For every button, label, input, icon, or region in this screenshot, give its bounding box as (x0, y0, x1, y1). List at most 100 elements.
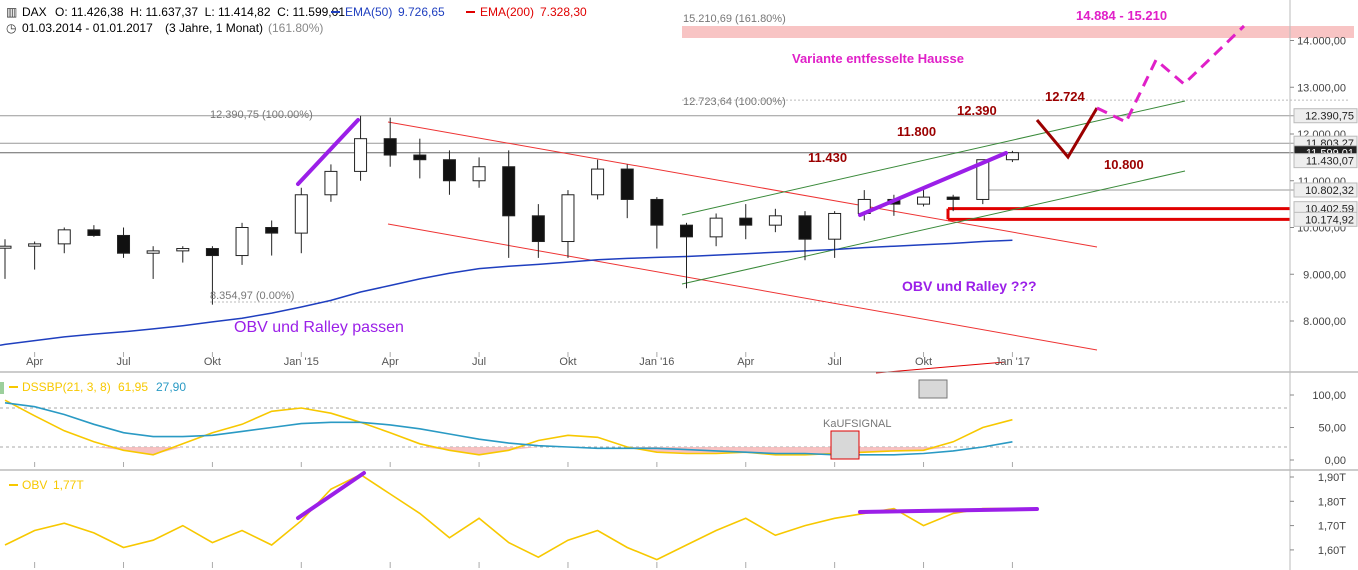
time-tick-label: Apr (26, 356, 43, 368)
price-tag-label: 12.390,75 (1305, 111, 1354, 123)
ema200-value: 7.328,30 (540, 5, 587, 19)
fib-target-zone (682, 26, 1354, 38)
dss-panel: 100,00 50,00 0,00 (0, 379, 1346, 467)
candle-body (739, 217, 753, 226)
candle-body (917, 196, 931, 205)
obv-panel: 1,90T 1,80T 1,70T 1,60T (4, 471, 1346, 561)
price-tag (1293, 153, 1358, 169)
price-tag (1293, 211, 1358, 227)
candle-body (976, 159, 990, 200)
annotations: 15.210,69 (161.80%) 14.884 - 15.210 Vari… (210, 8, 1167, 430)
candle-body (828, 212, 842, 240)
dss-header: DSSBP(21, 3, 8) 61,95 27,90 (0, 380, 186, 394)
price-tag-label: 10.174,92 (1305, 214, 1354, 226)
obv-tick-label: 1,60T (1318, 545, 1346, 557)
candle-body (117, 234, 131, 254)
time-tick-label: Jul (116, 356, 130, 368)
time-tick-label: Okt (915, 356, 932, 368)
obv-tick-label: 1,70T (1318, 521, 1346, 533)
candle-body (531, 215, 545, 243)
time-tick-label: Okt (559, 356, 576, 368)
hausse-scenario-dashed (1096, 24, 1246, 125)
candle-body (472, 166, 486, 182)
down-channel-upper (387, 121, 1098, 248)
obv-flat-line (858, 507, 1039, 514)
obv-tick-label: 1,80T (1318, 496, 1346, 508)
candles (0, 115, 1019, 305)
candle-body (324, 170, 338, 196)
candle-body (235, 227, 249, 257)
obv-ok-label: OBV und Ralley passen (234, 319, 404, 336)
level-11430-label: 11.430 (808, 150, 847, 165)
ghost-label: (161.80%) (268, 21, 323, 35)
rally-line-2016 (858, 151, 1008, 217)
fib-left-top-label: 12.390,75 (100.00%) (210, 109, 313, 121)
obv-tick-label: 1,90T (1318, 472, 1346, 484)
fib-top-label: 15.210,69 (161.80%) (683, 13, 786, 25)
dss-value1: 61,95 (118, 380, 148, 394)
level-12724-label: 12.724 (1045, 89, 1086, 104)
candle-body (650, 198, 664, 226)
price-tick-label: 9.000,00 (1303, 269, 1346, 281)
obv-rally-line (296, 471, 366, 520)
target-zone-label: 14.884 - 15.210 (1076, 8, 1167, 23)
obv-label: OBV (22, 478, 47, 492)
fib-mid-label: 12.723,64 (100.00%) (683, 96, 786, 108)
candle-body (620, 168, 634, 200)
dss-tick-label: 100,00 (1312, 390, 1346, 402)
fib-lines (0, 99, 1350, 303)
time-tick-label: Okt (204, 356, 221, 368)
price-tick-label: 8.000,00 (1303, 316, 1346, 328)
candle-body (709, 217, 723, 238)
rally-line-2015 (296, 118, 360, 186)
dss-tick-label: 0,00 (1325, 455, 1346, 467)
obv-question-label: OBV und Ralley ??? (902, 278, 1037, 294)
candle-body (768, 215, 782, 226)
time-tick-label: Jan '17 (995, 356, 1030, 368)
price-tag-label: 10.802,32 (1305, 185, 1354, 197)
obv-line (4, 473, 1013, 561)
candle-body (1005, 152, 1019, 161)
candle-body (354, 138, 368, 172)
chart-icon: ▥ (6, 5, 17, 19)
ema50-label: EMA(50) (345, 5, 392, 19)
candle-body (265, 227, 279, 234)
candle-body (57, 229, 71, 245)
dss-marker (0, 382, 4, 394)
obv-value: 1,77T (53, 478, 84, 492)
price-tick-label: 15.000,00 (1297, 0, 1346, 1)
ema-lines (0, 239, 1013, 347)
candle-body (28, 243, 42, 247)
up-channel-lower (681, 170, 1186, 285)
dss-tick-label: 50,00 (1318, 423, 1346, 435)
ema200-label: EMA(200) (480, 5, 534, 19)
fib-left-bottom-label: 8.354,97 (0.00%) (210, 290, 294, 302)
time-tick-label: Jul (472, 356, 486, 368)
candle-body (0, 245, 12, 249)
price-tag-label: 11.430,07 (1306, 156, 1354, 168)
ema50-line (0, 239, 1013, 347)
ohlc-values: O: 11.426,38 H: 11.637,37 L: 11.414,82 C… (55, 5, 345, 19)
dss-value2: 27,90 (156, 380, 186, 394)
symbol-label: DAX (22, 5, 47, 19)
chart-header: ▥ DAX O: 11.426,38 H: 11.637,37 L: 11.41… (6, 5, 587, 35)
zigzag-scenario (1035, 107, 1099, 160)
obv-header: OBV 1,77T (9, 478, 84, 492)
candle-body (946, 196, 960, 200)
price-tag (1293, 108, 1358, 124)
candle-body (679, 224, 693, 238)
ema200-segment (875, 361, 1006, 374)
candle-body (413, 154, 427, 161)
variant-label: Variante entfesselte Hausse (792, 51, 964, 66)
date-range: 01.03.2014 - 01.01.2017 (22, 21, 153, 35)
candle-body (146, 250, 160, 254)
up-channel-upper (681, 100, 1186, 216)
candle-body (442, 159, 456, 182)
candle-body (176, 248, 190, 252)
kaufsignal-label: KaUFSIGNAL (823, 418, 891, 430)
candle-body (383, 138, 397, 156)
